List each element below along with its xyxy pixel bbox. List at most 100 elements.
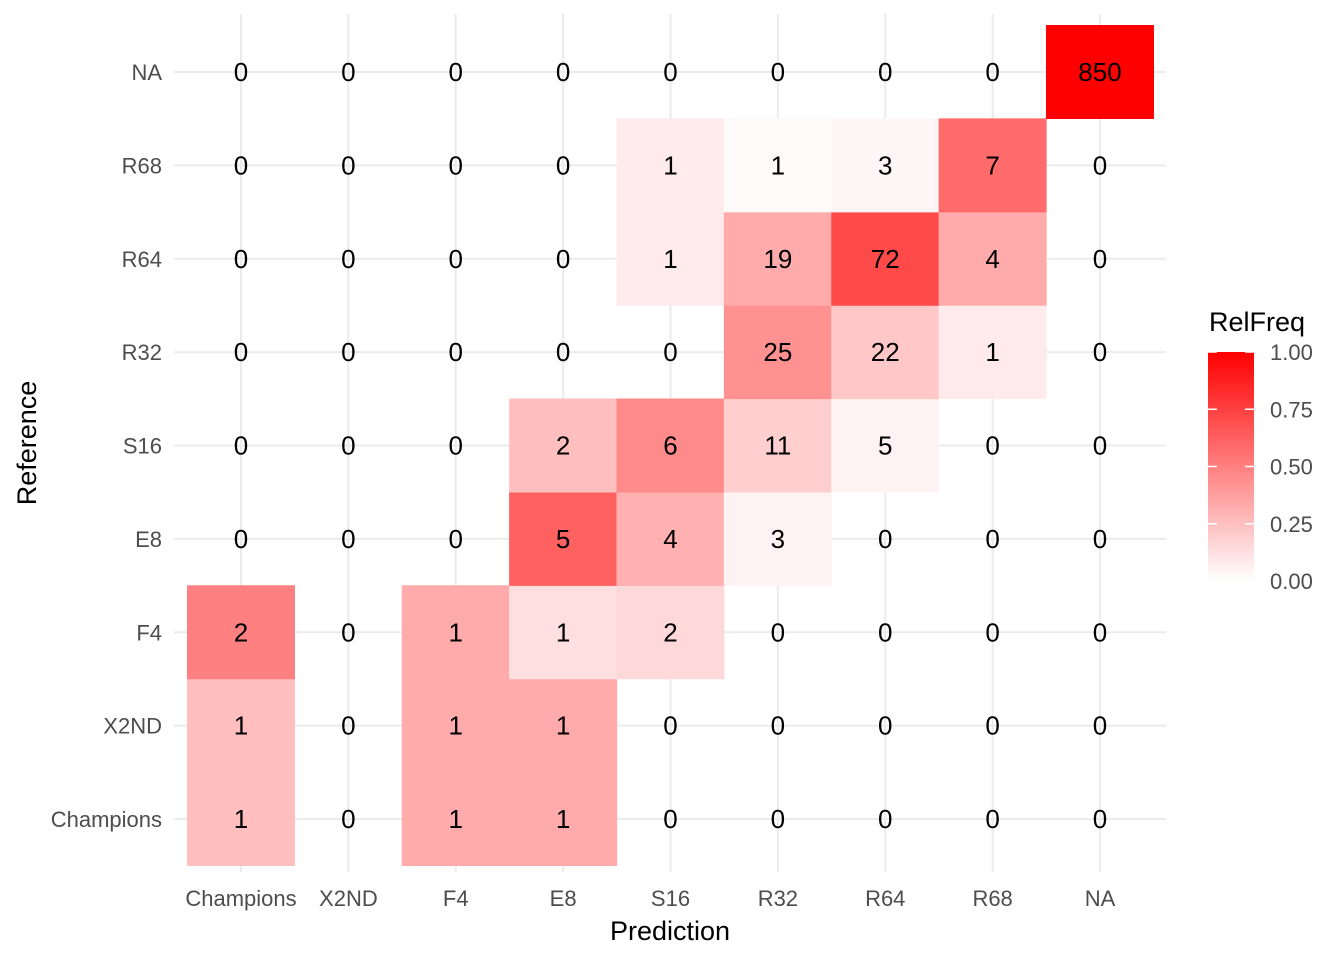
heatmap-cell bbox=[831, 211, 940, 306]
heatmap-cell bbox=[831, 305, 940, 400]
y-tick-label: R64 bbox=[122, 247, 162, 272]
heatmap-cell bbox=[509, 678, 618, 773]
heatmap-cell bbox=[1046, 25, 1154, 119]
cell-count-label: 0 bbox=[449, 150, 463, 180]
x-tick-label: S16 bbox=[651, 886, 690, 911]
cell-count-label: 0 bbox=[341, 804, 355, 834]
cell-count-label: 850 bbox=[1078, 57, 1121, 87]
cell-count-label: 7 bbox=[985, 150, 999, 180]
heatmap-cell bbox=[723, 211, 832, 306]
heatmap-cell bbox=[616, 118, 725, 213]
heatmap-cell bbox=[723, 398, 832, 493]
cell-count-labels: 1 0 1 1 0 0 0 0 0 1 0 1 1 0 0 0 0 0 2 0 1 1 2 0 0 0 0 0 0 0 5 4 3 0 0 0 0 0 0 2… bbox=[234, 57, 1122, 834]
cell-count-label: 0 bbox=[771, 711, 785, 741]
y-axis-title: Reference bbox=[12, 381, 42, 506]
y-tick-label: NA bbox=[131, 60, 162, 85]
cell-count-label: 0 bbox=[341, 244, 355, 274]
cell-count-label: 0 bbox=[341, 431, 355, 461]
heatmap-cell bbox=[616, 211, 725, 306]
x-tick-label: R32 bbox=[758, 886, 798, 911]
cell-count-label: 25 bbox=[763, 337, 792, 367]
cell-count-label: 0 bbox=[449, 431, 463, 461]
y-tick-label: E8 bbox=[135, 527, 162, 552]
cell-count-label: 0 bbox=[771, 57, 785, 87]
cell-count-label: 3 bbox=[878, 150, 892, 180]
heatmap-cell bbox=[616, 585, 725, 680]
cell-count-label: 2 bbox=[663, 617, 677, 647]
y-axis-tick-labels: Champions X2ND F4 E8 S16 R32 R64 R68 NA bbox=[51, 60, 163, 832]
cell-count-label: 0 bbox=[1093, 150, 1107, 180]
cell-count-label: 1 bbox=[985, 337, 999, 367]
cell-count-label: 0 bbox=[1093, 804, 1107, 834]
heatmap-cell bbox=[938, 305, 1047, 400]
heatmap-cell bbox=[509, 585, 618, 680]
cell-count-label: 0 bbox=[878, 57, 892, 87]
cell-count-label: 1 bbox=[663, 244, 677, 274]
heatmap-cell bbox=[401, 678, 510, 773]
cell-count-label: 0 bbox=[663, 57, 677, 87]
cell-count-label: 19 bbox=[763, 244, 792, 274]
heatmap-cell bbox=[938, 211, 1047, 306]
cell-count-label: 1 bbox=[556, 617, 570, 647]
cell-count-label: 0 bbox=[234, 150, 248, 180]
cell-count-label: 3 bbox=[771, 524, 785, 554]
cell-count-label: 0 bbox=[341, 711, 355, 741]
cell-count-label: 72 bbox=[871, 244, 900, 274]
cell-count-label: 0 bbox=[449, 524, 463, 554]
heatmap-cell bbox=[509, 772, 618, 866]
cell-count-label: 0 bbox=[234, 337, 248, 367]
cell-count-label: 0 bbox=[985, 804, 999, 834]
x-tick-label: NA bbox=[1085, 886, 1116, 911]
cell-count-label: 0 bbox=[878, 804, 892, 834]
cell-count-label: 0 bbox=[341, 337, 355, 367]
cell-count-label: 0 bbox=[1093, 244, 1107, 274]
cell-count-label: 0 bbox=[234, 524, 248, 554]
cell-count-label: 0 bbox=[985, 57, 999, 87]
cell-count-label: 2 bbox=[234, 617, 248, 647]
x-axis-tick-labels: Champions X2ND F4 E8 S16 R32 R64 R68 NA bbox=[185, 886, 1115, 911]
legend-tick-label: 0.50 bbox=[1270, 455, 1313, 480]
cell-count-label: 5 bbox=[556, 524, 570, 554]
cell-count-label: 0 bbox=[771, 617, 785, 647]
heatmap-cell bbox=[616, 491, 725, 586]
cell-count-label: 0 bbox=[985, 711, 999, 741]
legend-ticks: 0.00 0.25 0.50 0.75 1.00 bbox=[1208, 340, 1313, 594]
heatmap-cells bbox=[187, 25, 1154, 866]
cell-count-label: 1 bbox=[556, 804, 570, 834]
cell-count-label: 0 bbox=[556, 57, 570, 87]
cell-count-label: 0 bbox=[985, 617, 999, 647]
heatmap-cell bbox=[509, 491, 618, 586]
y-tick-label: Champions bbox=[51, 807, 162, 832]
cell-count-label: 1 bbox=[449, 617, 463, 647]
cell-count-label: 0 bbox=[341, 150, 355, 180]
cell-count-label: 0 bbox=[878, 617, 892, 647]
cell-count-label: 1 bbox=[449, 711, 463, 741]
cell-count-label: 0 bbox=[1093, 337, 1107, 367]
cell-count-label: 1 bbox=[234, 804, 248, 834]
heatmap-cell bbox=[401, 585, 510, 680]
cell-count-label: 0 bbox=[449, 337, 463, 367]
cell-count-label: 0 bbox=[663, 337, 677, 367]
cell-count-label: 0 bbox=[234, 57, 248, 87]
heatmap-cell bbox=[723, 305, 832, 400]
cell-count-label: 0 bbox=[771, 804, 785, 834]
cell-count-label: 4 bbox=[985, 244, 999, 274]
cell-count-label: 0 bbox=[985, 431, 999, 461]
cell-count-label: 2 bbox=[556, 431, 570, 461]
cell-count-label: 5 bbox=[878, 431, 892, 461]
cell-count-label: 0 bbox=[341, 57, 355, 87]
legend-tick-label: 1.00 bbox=[1270, 340, 1313, 365]
cell-count-label: 0 bbox=[449, 57, 463, 87]
x-tick-label: X2ND bbox=[319, 886, 378, 911]
heatmap-cell bbox=[938, 118, 1047, 213]
cell-count-label: 22 bbox=[871, 337, 900, 367]
cell-count-label: 1 bbox=[663, 150, 677, 180]
y-tick-label: X2ND bbox=[103, 714, 162, 739]
cell-count-label: 0 bbox=[556, 337, 570, 367]
cell-count-label: 0 bbox=[1093, 431, 1107, 461]
cell-count-label: 0 bbox=[1093, 617, 1107, 647]
x-tick-label: F4 bbox=[443, 886, 469, 911]
heatmap-cell bbox=[723, 491, 832, 586]
cell-count-label: 0 bbox=[234, 431, 248, 461]
